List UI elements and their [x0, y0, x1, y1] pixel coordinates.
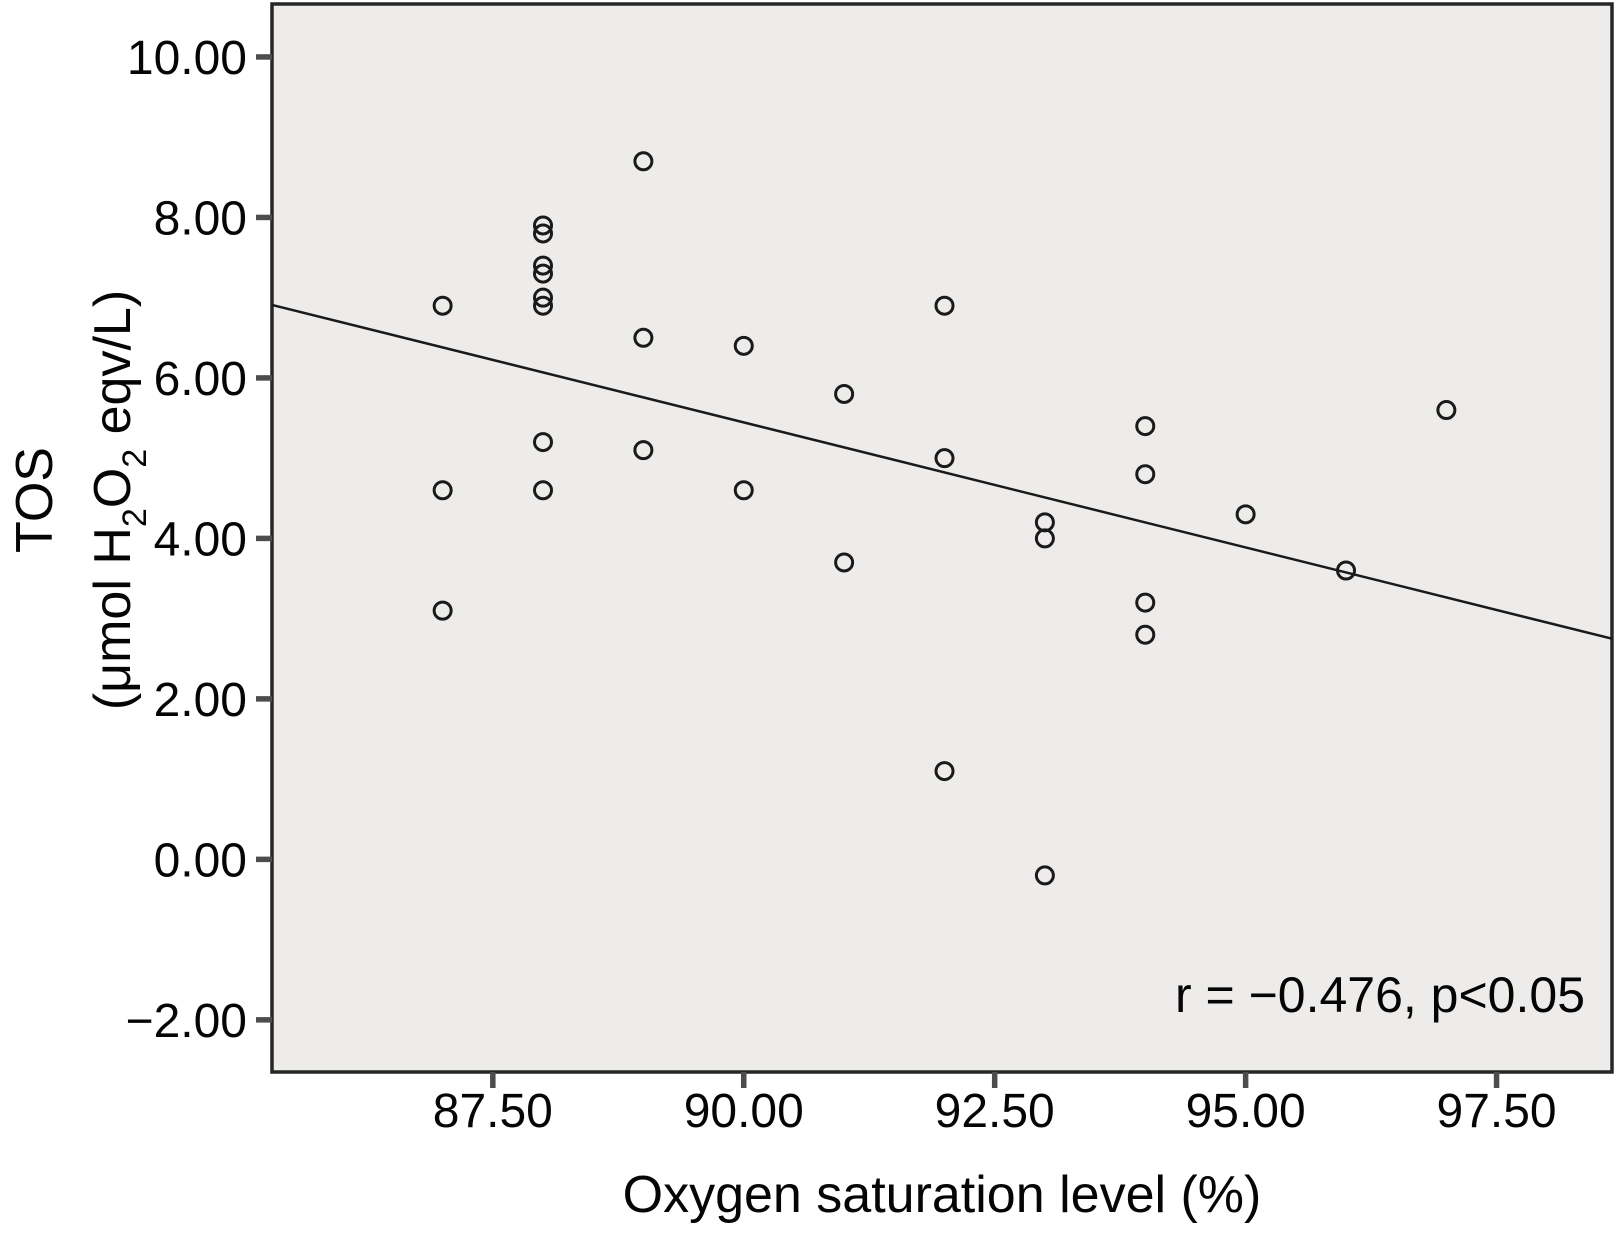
x-tick-label: 95.00 [1186, 1085, 1306, 1138]
y-tick-label: 2.00 [154, 674, 247, 727]
scatter-point [1436, 400, 1457, 421]
x-axis-ticks [490, 1072, 1500, 1088]
scatter-point [1235, 504, 1256, 525]
y-tick-label: 6.00 [154, 353, 247, 406]
scatter-point [733, 480, 754, 501]
scatter-point [633, 151, 654, 172]
scatter-point [1034, 528, 1055, 549]
scatter-point [533, 480, 554, 501]
y-axis-title-subscript: 2 [116, 508, 154, 527]
scatter-point [834, 552, 855, 573]
scatter-point [633, 440, 654, 461]
scatter-points [432, 151, 1457, 886]
y-axis-title-text: O [84, 468, 142, 508]
scatter-point [1135, 464, 1156, 485]
y-tick-label: 4.00 [154, 513, 247, 566]
correlation-annotation: r = −0.476, p<0.05 [1175, 967, 1585, 1023]
y-tick-label: 10.00 [127, 32, 247, 85]
x-axis-tick-labels: 87.50 90.00 92.50 95.00 97.50 [433, 1085, 1557, 1138]
scatter-point [432, 600, 453, 621]
scatter-point [533, 432, 554, 453]
scatter-point [533, 215, 554, 236]
y-axis-title-subscript: 2 [116, 449, 154, 468]
scatter-point [432, 295, 453, 316]
y-axis-tick-labels: 10.00 8.00 6.00 4.00 2.00 0.00 −2.00 [126, 32, 247, 1048]
x-tick-label: 87.50 [433, 1085, 553, 1138]
scatter-point [1135, 416, 1156, 437]
y-tick-label: 0.00 [154, 834, 247, 887]
scatter-point [834, 383, 855, 404]
regression-line [271, 303, 1613, 640]
x-tick-label: 97.50 [1437, 1085, 1557, 1138]
y-tick-label: −2.00 [126, 995, 247, 1048]
scatter-point [533, 263, 554, 284]
y-tick-label: 8.00 [154, 192, 247, 245]
x-tick-label: 90.00 [684, 1085, 804, 1138]
y-axis-title-line2: (μmol H2O2 eqv/L) [84, 290, 154, 710]
scatter-point [1336, 560, 1357, 581]
scatter-point [533, 223, 554, 244]
x-axis-title: Oxygen saturation level (%) [623, 1166, 1262, 1224]
plot-area [270, 2, 1614, 1074]
scatter-point [1034, 865, 1055, 886]
scatter-point [934, 448, 955, 469]
y-axis-title-text: eqv/L) [84, 290, 142, 449]
scatter-point [1135, 592, 1156, 613]
y-axis-title-line1: TOS [6, 447, 64, 553]
scatter-point [533, 287, 554, 308]
y-axis-ticks [256, 54, 272, 1023]
scatter-point [432, 480, 453, 501]
scatter-point [733, 335, 754, 356]
scatter-point [1135, 624, 1156, 645]
scatter-point [533, 255, 554, 276]
y-axis-title-text: (μmol H [84, 527, 142, 710]
scatter-point [934, 761, 955, 782]
scatter-point [633, 327, 654, 348]
scatter-point [934, 295, 955, 316]
x-tick-label: 92.50 [935, 1085, 1055, 1138]
scatter-point [533, 295, 554, 316]
